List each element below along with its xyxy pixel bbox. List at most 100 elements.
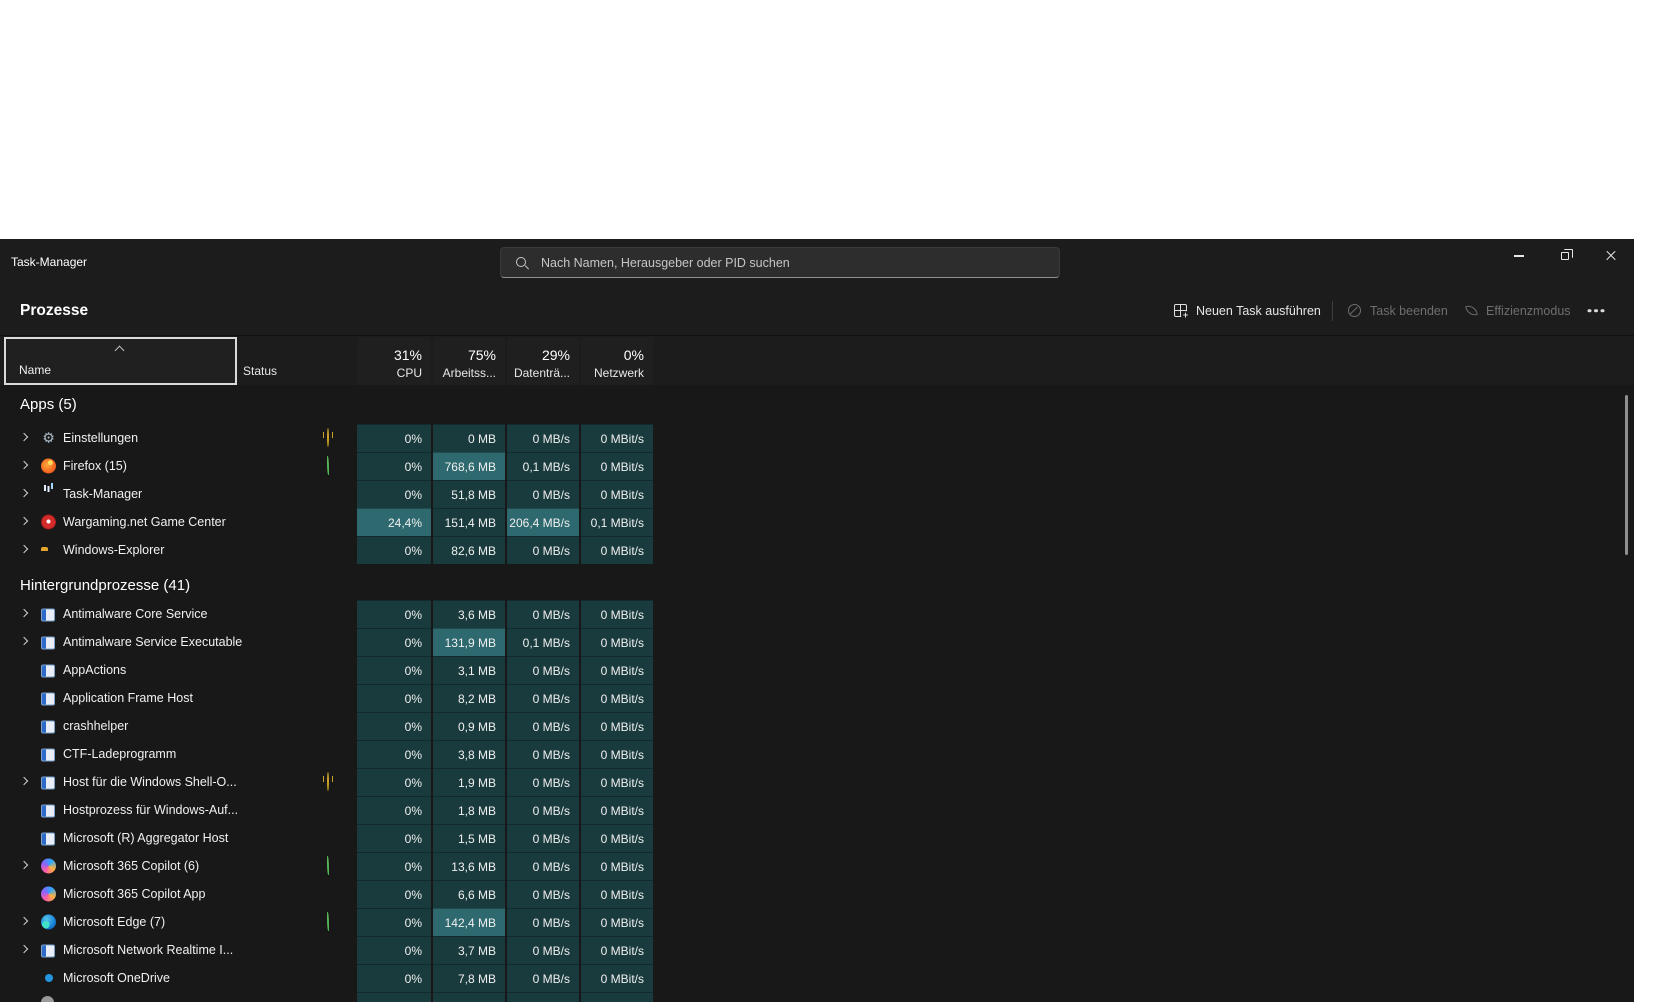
process-name: Einstellungen xyxy=(63,431,139,445)
expand-chevron-icon[interactable] xyxy=(19,432,29,442)
titlebar: Task-Manager Nach Namen, Herausgeber ode… xyxy=(0,239,1634,286)
process-row[interactable]: Firefox (15) 0% 768,6 MB 0,1 MB/s 0 MBit/s xyxy=(0,452,1634,480)
group-header[interactable]: Hintergrundprozesse (41) xyxy=(0,570,1634,600)
network-total-percent: 0% xyxy=(623,347,644,363)
memory-cell: 51,8 MB xyxy=(433,480,505,508)
expand-chevron-icon[interactable] xyxy=(19,460,29,470)
partial-process-row[interactable] xyxy=(0,992,1634,1002)
toolbar: Prozesse + Neuen Task ausführen Task bee… xyxy=(0,286,1634,335)
cpu-cell: 0% xyxy=(357,852,431,880)
cpu-cell: 0% xyxy=(357,936,431,964)
run-new-task-label: Neuen Task ausführen xyxy=(1196,303,1321,318)
expand-chevron-icon[interactable] xyxy=(19,544,29,554)
window-controls xyxy=(1496,239,1634,273)
expand-chevron-icon[interactable] xyxy=(19,916,29,926)
close-icon xyxy=(1605,250,1617,262)
process-icon-copilot xyxy=(41,858,56,874)
restore-button[interactable] xyxy=(1542,239,1588,273)
cpu-cell: 0% xyxy=(357,684,431,712)
process-name: Microsoft (R) Aggregator Host xyxy=(63,831,229,845)
cpu-cell: 24,4% xyxy=(357,508,431,536)
disk-cell: 0 MB/s xyxy=(507,768,579,796)
memory-cell: 1,8 MB xyxy=(433,796,505,824)
process-row[interactable]: Task-Manager 0% 51,8 MB 0 MB/s 0 MBit/s xyxy=(0,480,1634,508)
process-row[interactable]: Microsoft OneDrive 0% 7,8 MB 0 MB/s 0 MBit/s xyxy=(0,964,1634,992)
run-new-task-button[interactable]: + Neuen Task ausführen xyxy=(1174,303,1321,320)
close-button[interactable] xyxy=(1588,239,1634,273)
expand-chevron-icon[interactable] xyxy=(19,516,29,526)
memory-cell: 13,6 MB xyxy=(433,852,505,880)
efficiency-mode-button[interactable]: Effizienzmodus xyxy=(1465,304,1571,318)
process-row[interactable]: Antimalware Service Executable 0% 131,9 MB… xyxy=(0,628,1634,656)
process-icon-edge xyxy=(41,914,56,930)
disk-cell: 0 MB/s xyxy=(507,908,579,936)
process-row[interactable]: Microsoft Edge (7) 0% 142,4 MB 0 MB/s 0 MBit… xyxy=(0,908,1634,936)
disk-cell: 0 MB/s xyxy=(507,656,579,684)
process-name: Windows-Explorer xyxy=(63,543,165,557)
network-cell: 0 MBit/s xyxy=(581,824,653,852)
column-header-disk[interactable]: 29% Datenträ... xyxy=(507,337,579,385)
expand-chevron-icon[interactable] xyxy=(19,944,29,954)
memory-cell: 7,8 MB xyxy=(433,964,505,992)
expand-chevron-icon[interactable] xyxy=(19,776,29,786)
end-task-button[interactable]: Task beenden xyxy=(1348,304,1448,318)
end-task-icon xyxy=(1348,304,1361,317)
process-name: Task-Manager xyxy=(63,487,143,501)
process-row[interactable]: Microsoft Network Realtime I... 0% 3,7 MB 0… xyxy=(0,936,1634,964)
process-row[interactable]: Host für die Windows Shell-O... 0% 1,9 MB 0… xyxy=(0,768,1634,796)
process-row[interactable]: Application Frame Host 0% 8,2 MB 0 MB/s 0 MB… xyxy=(0,684,1634,712)
window-title: Task-Manager xyxy=(11,255,88,269)
process-row[interactable]: Hostprozess für Windows-Auf... 0% 1,8 MB 0 … xyxy=(0,796,1634,824)
network-cell: 0 MBit/s xyxy=(581,628,653,656)
network-cell: 0 MBit/s xyxy=(581,712,653,740)
column-header-network[interactable]: 0% Netzwerk xyxy=(581,337,653,385)
process-row[interactable]: AppActions 0% 3,1 MB 0 MB/s 0 MBit/s xyxy=(0,656,1634,684)
process-icon-gear: ⚙ xyxy=(42,429,55,446)
page-title: Prozesse xyxy=(20,301,89,319)
disk-cell: 0 MB/s xyxy=(507,796,579,824)
process-name: Antimalware Service Executable xyxy=(63,635,243,649)
column-header-status[interactable]: Status xyxy=(243,364,278,378)
process-row[interactable]: crashhelper 0% 0,9 MB 0 MB/s 0 MBit/s xyxy=(0,712,1634,740)
search-input[interactable]: Nach Namen, Herausgeber oder PID suchen xyxy=(500,247,1060,278)
process-name: AppActions xyxy=(63,663,127,677)
disk-cell: 0 MB/s xyxy=(507,480,579,508)
process-icon-app xyxy=(41,944,55,958)
group-label: Apps (5) xyxy=(20,396,77,413)
process-name: Antimalware Core Service xyxy=(63,607,208,621)
cpu-cell: 0% xyxy=(357,908,431,936)
disk-cell: 0 MB/s xyxy=(507,852,579,880)
disk-cell: 0 MB/s xyxy=(507,964,579,992)
process-row[interactable]: Windows-Explorer 0% 82,6 MB 0 MB/s 0 MBit/s xyxy=(0,536,1634,564)
content-background xyxy=(0,385,1634,1002)
scrollbar-thumb[interactable] xyxy=(1625,395,1628,555)
process-row[interactable]: Wargaming.net Game Center 24,4% 151,4 MB 20… xyxy=(0,508,1634,536)
process-row[interactable]: Antimalware Core Service 0% 3,6 MB 0 MB/s 0 … xyxy=(0,600,1634,628)
disk-cell: 0 MB/s xyxy=(507,600,579,628)
expand-chevron-icon[interactable] xyxy=(19,488,29,498)
disk-cell: 0 MB/s xyxy=(507,880,579,908)
process-row[interactable]: Microsoft 365 Copilot App 0% 6,6 MB 0 MB/s 0… xyxy=(0,880,1634,908)
more-options-button[interactable] xyxy=(1594,308,1598,313)
leaf-glyph xyxy=(327,856,329,875)
expand-chevron-icon[interactable] xyxy=(19,636,29,646)
column-header-cpu[interactable]: 31% CPU xyxy=(357,337,431,385)
memory-cell: 1,9 MB xyxy=(433,768,505,796)
process-row[interactable]: CTF-Ladeprogramm 0% 3,8 MB 0 MB/s 0 MBit/s xyxy=(0,740,1634,768)
end-task-label: Task beenden xyxy=(1370,303,1448,318)
column-header-name[interactable]: Name xyxy=(4,337,237,385)
process-row[interactable]: ⚙ Einstellungen 0% 0 MB 0 MB/s 0 MBit/s xyxy=(0,424,1634,452)
disk-cell: 0 MB/s xyxy=(507,936,579,964)
process-row[interactable]: Microsoft 365 Copilot (6) 0% 13,6 MB 0 MB/s… xyxy=(0,852,1634,880)
pause-glyph xyxy=(327,428,329,447)
memory-cell: 3,8 MB xyxy=(433,740,505,768)
expand-chevron-icon[interactable] xyxy=(19,860,29,870)
column-header-memory[interactable]: 75% Arbeitss... xyxy=(433,337,505,385)
group-header[interactable]: Apps (5) xyxy=(0,385,1634,424)
status-paused-icon xyxy=(327,428,329,447)
minimize-button[interactable] xyxy=(1496,239,1542,273)
expand-chevron-icon[interactable] xyxy=(19,608,29,618)
process-row[interactable]: Microsoft (R) Aggregator Host 0% 1,5 MB 0 M… xyxy=(0,824,1634,852)
process-icon-app xyxy=(41,720,55,734)
cpu-cell: 0% xyxy=(357,480,431,508)
